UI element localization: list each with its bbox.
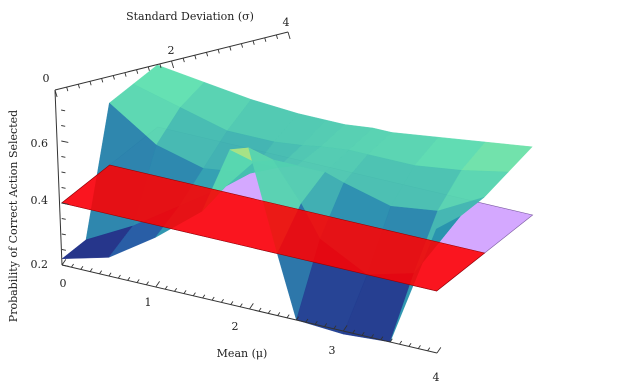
mean-tick xyxy=(80,265,84,270)
stddev-ticks xyxy=(54,31,291,98)
mean-tick xyxy=(399,340,403,345)
stddev-tick xyxy=(147,66,150,71)
mean-tick xyxy=(361,331,365,336)
probability-tick xyxy=(61,109,66,112)
mean-tick xyxy=(342,325,348,332)
mean-ticks xyxy=(61,259,442,354)
stddev-tick xyxy=(112,75,115,80)
mean-tick xyxy=(164,285,168,290)
prob-tick-label-0.2: 0.2 xyxy=(31,258,49,271)
mean-tick xyxy=(202,294,206,299)
stddev-tick xyxy=(159,63,162,69)
mean-tick xyxy=(221,298,224,303)
probability-tick xyxy=(61,249,67,251)
mean-tick xyxy=(192,292,196,297)
mean-tick xyxy=(380,336,384,341)
mean-tick xyxy=(183,290,187,294)
mean-tick xyxy=(324,323,328,327)
stddev-tick xyxy=(182,57,185,63)
stddev-tick xyxy=(206,52,209,57)
probability-tick xyxy=(61,218,66,220)
stddev-tick xyxy=(54,89,58,98)
stddev-tick xyxy=(136,69,139,74)
mean-tick xyxy=(305,318,309,323)
stddev-tick xyxy=(252,40,255,45)
probability-tick xyxy=(61,187,66,189)
probability-tick xyxy=(61,156,66,158)
mean-tick xyxy=(258,307,262,312)
mean-tick xyxy=(333,325,337,330)
mean-tick xyxy=(155,281,160,288)
probability-ticks xyxy=(61,109,70,267)
mean-axis-label: Mean (μ) xyxy=(217,347,268,360)
mean-tick xyxy=(117,274,121,279)
mean-tick xyxy=(127,276,131,281)
mean-tick xyxy=(417,345,421,349)
mean-tick xyxy=(136,279,140,283)
mean-tick xyxy=(286,314,290,319)
stddev-tick xyxy=(194,55,197,60)
mean-tick xyxy=(427,347,431,352)
mean-tick-label-4: 4 xyxy=(433,371,440,384)
mean-tick xyxy=(408,342,412,347)
stddev-axis-label: Standard Deviation (σ) xyxy=(126,10,254,23)
mean-tick xyxy=(249,303,254,310)
stddev-tick xyxy=(77,84,80,89)
mean-tick xyxy=(61,259,67,266)
mean-tick xyxy=(89,268,93,272)
mean-tick xyxy=(352,329,356,334)
stddev-tick xyxy=(89,81,92,86)
mean-tick xyxy=(230,301,234,305)
probability-tick xyxy=(61,233,66,236)
stddev-tick-label-2: 2 xyxy=(168,44,175,57)
mean-tick xyxy=(436,347,442,354)
stddev-tick xyxy=(264,37,267,42)
mean-tick xyxy=(108,272,112,277)
mean-tick-label-1: 1 xyxy=(145,296,152,309)
probability-tick xyxy=(61,125,66,127)
stddev-tick xyxy=(287,31,291,40)
probability-tick xyxy=(61,140,69,143)
mean-tick xyxy=(211,296,215,301)
prob-tick-label-0.4: 0.4 xyxy=(31,194,49,207)
mean-tick xyxy=(296,316,299,321)
stddev-tick xyxy=(101,78,104,83)
stddev-tick xyxy=(171,60,175,69)
mean-tick xyxy=(99,270,103,275)
stddev-tick xyxy=(66,86,69,92)
stddev-tick-label-4: 4 xyxy=(283,16,290,29)
mean-tick xyxy=(267,309,271,314)
probability-tick xyxy=(61,264,70,267)
mean-tick xyxy=(314,320,318,325)
mean-tick xyxy=(239,303,243,308)
stddev-tick xyxy=(275,34,278,40)
stddev-tick xyxy=(229,46,232,51)
plane-front xyxy=(60,164,486,292)
mean-tick xyxy=(389,338,393,343)
mean-tick-label-3: 3 xyxy=(329,344,336,357)
stddev-tick xyxy=(217,49,220,54)
stddev-tick xyxy=(240,43,244,48)
stddev-tick xyxy=(124,72,127,77)
mean-tick xyxy=(371,334,374,338)
mean-tick-label-2: 2 xyxy=(232,320,239,333)
surfaces-layer xyxy=(60,64,534,343)
probability-tick xyxy=(61,171,66,174)
mean-tick xyxy=(174,287,178,292)
mean-tick xyxy=(277,312,281,316)
probability-axis-label: Probability of Correct Action Selected xyxy=(7,110,20,322)
prob-tick-label-0.6: 0.6 xyxy=(31,137,49,150)
mean-tick-label-0: 0 xyxy=(60,277,67,290)
probability-tick xyxy=(61,202,69,205)
mean-tick xyxy=(146,281,149,286)
stddev-tick-label-0: 0 xyxy=(43,72,50,85)
probability-axis-line xyxy=(54,89,63,266)
mean-tick xyxy=(71,263,74,268)
axes-layer: 0 1 2 3 4 0 2 4 0.2 0.4 0.6 Mean (μ) Sta… xyxy=(7,10,442,384)
